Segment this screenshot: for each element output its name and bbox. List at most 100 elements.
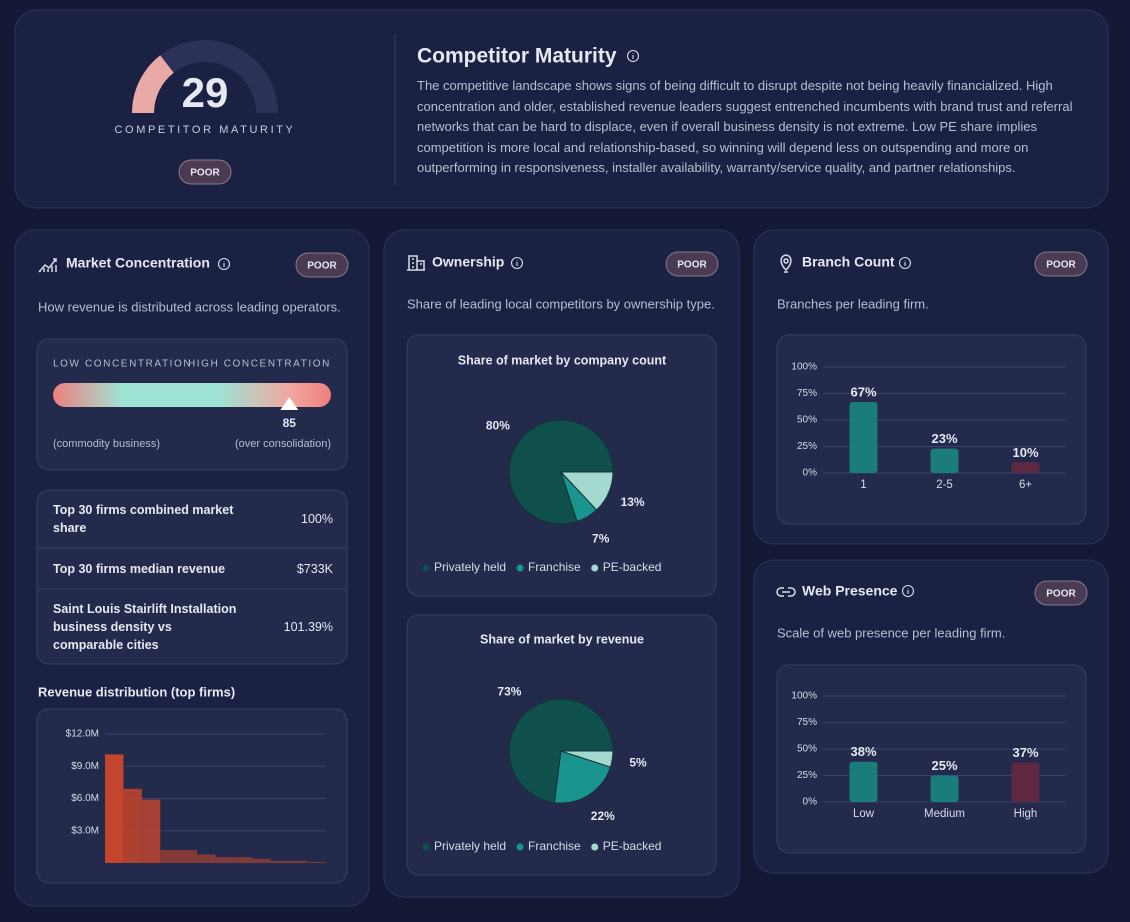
x-tick-label: Low [853,808,875,820]
y-tick-label: 50% [797,415,817,426]
scale-value: 85 [283,416,297,430]
stat-value: 100% [301,512,333,526]
legend-label: PE-backed [603,560,662,574]
pie-slice [559,471,614,511]
data-label: 73% [497,685,521,699]
rating-label: POOR [307,261,337,272]
bar [197,854,216,863]
y-tick-label: $6.0M [71,793,99,804]
data-label: 80% [486,418,510,432]
rating-label: POOR [1046,589,1076,600]
y-tick-label: $12.0M [66,729,99,740]
y-tick-label: $9.0M [71,761,99,772]
legend-dot [591,843,599,851]
y-tick-label: 25% [797,441,817,452]
pie-slice [508,419,614,525]
bar [270,860,290,863]
building-icon [407,255,425,271]
gauge-fill [132,55,175,114]
y-tick-label: 100% [791,362,817,373]
card-subtitle: Branches per leading firm. [777,296,929,311]
legend-dot [422,843,430,851]
rating-pill [295,252,349,278]
bar [849,401,878,473]
stat-value: 101.39% [283,620,333,634]
stat-value: $733K [296,562,333,576]
bar [930,448,959,473]
link-icon [776,587,796,597]
pie-slice [553,750,612,804]
bar [123,788,142,863]
data-label: 25% [931,758,957,773]
stat-row: Top 30 firms combined market share 100% [53,501,333,537]
stats-box [36,489,348,665]
data-label: 13% [621,495,645,509]
legend-label: Franchise [528,839,581,853]
bar [178,850,198,863]
chart-title: Share of market by revenue [480,632,644,646]
bar [233,857,253,863]
rating-pill [1034,251,1088,277]
header-title: Competitor Maturity [417,45,617,68]
chart-title: Revenue distribution (top firms) [38,684,235,699]
legend-dot [422,564,430,572]
chart-icon [38,258,57,273]
y-tick-label: 0% [803,468,818,479]
bar [1011,762,1040,802]
data-label: 67% [850,384,876,399]
y-tick-label: 75% [797,388,817,399]
card-title: Web Presence [802,583,898,599]
description: The competitive landscape shows signs of… [417,78,1073,176]
rating-label: POOR [190,168,220,179]
scale-marker [280,397,299,410]
pin-icon [780,254,792,273]
score: 29 [182,69,229,116]
card-subtitle: How revenue is distributed across leadin… [38,299,341,314]
rating-pill [178,159,232,185]
scale-label: LOW CONCENTRATION [53,359,192,370]
y-tick-label: 100% [791,691,817,702]
stat-label: Saint Louis Stairlift Installation busin… [53,602,237,652]
bar [160,850,179,863]
header-card [14,9,1109,209]
scale-label: HIGH CONCENTRATION [188,359,331,370]
y-tick-label: 0% [803,797,818,808]
rating-pill [1034,580,1088,606]
bar [252,858,271,863]
y-tick-label: 50% [797,744,817,755]
score-label: COMPETITOR MATURITY [115,124,296,136]
data-label: 22% [591,809,615,823]
legend-label: Franchise [528,560,581,574]
data-label: 5% [629,755,647,769]
bar [215,857,234,863]
concentration-bar [53,383,331,407]
bar [1011,462,1040,473]
bar [105,754,124,863]
legend-dot [591,564,599,572]
scale-note: (over consolidation) [235,438,331,450]
data-label: 7% [592,531,610,545]
info-icons [217,49,915,598]
bar [849,761,878,802]
x-tick-label: 6+ [1019,479,1032,491]
rating-label: POOR [677,260,707,271]
bar [307,861,326,863]
bar [141,799,161,863]
pin-dot [783,258,789,264]
rating-pill [665,251,719,277]
legend-label: Privately held [434,839,506,853]
card-title: Market Concentration [66,255,210,271]
card-subtitle: Scale of web presence per leading firm. [777,625,1005,640]
data-label: 10% [1012,445,1038,460]
scale-note: (commodity business) [53,438,160,450]
legend-dot [516,564,524,572]
data-label: 38% [850,744,876,759]
pie-slice [560,750,614,768]
icons [38,49,915,598]
legend-dot [516,843,524,851]
x-tick-label: High [1014,808,1038,820]
stat-row: Top 30 firms median revenue $733K [53,560,333,578]
stat-label: Top 30 firms median revenue [53,562,226,576]
